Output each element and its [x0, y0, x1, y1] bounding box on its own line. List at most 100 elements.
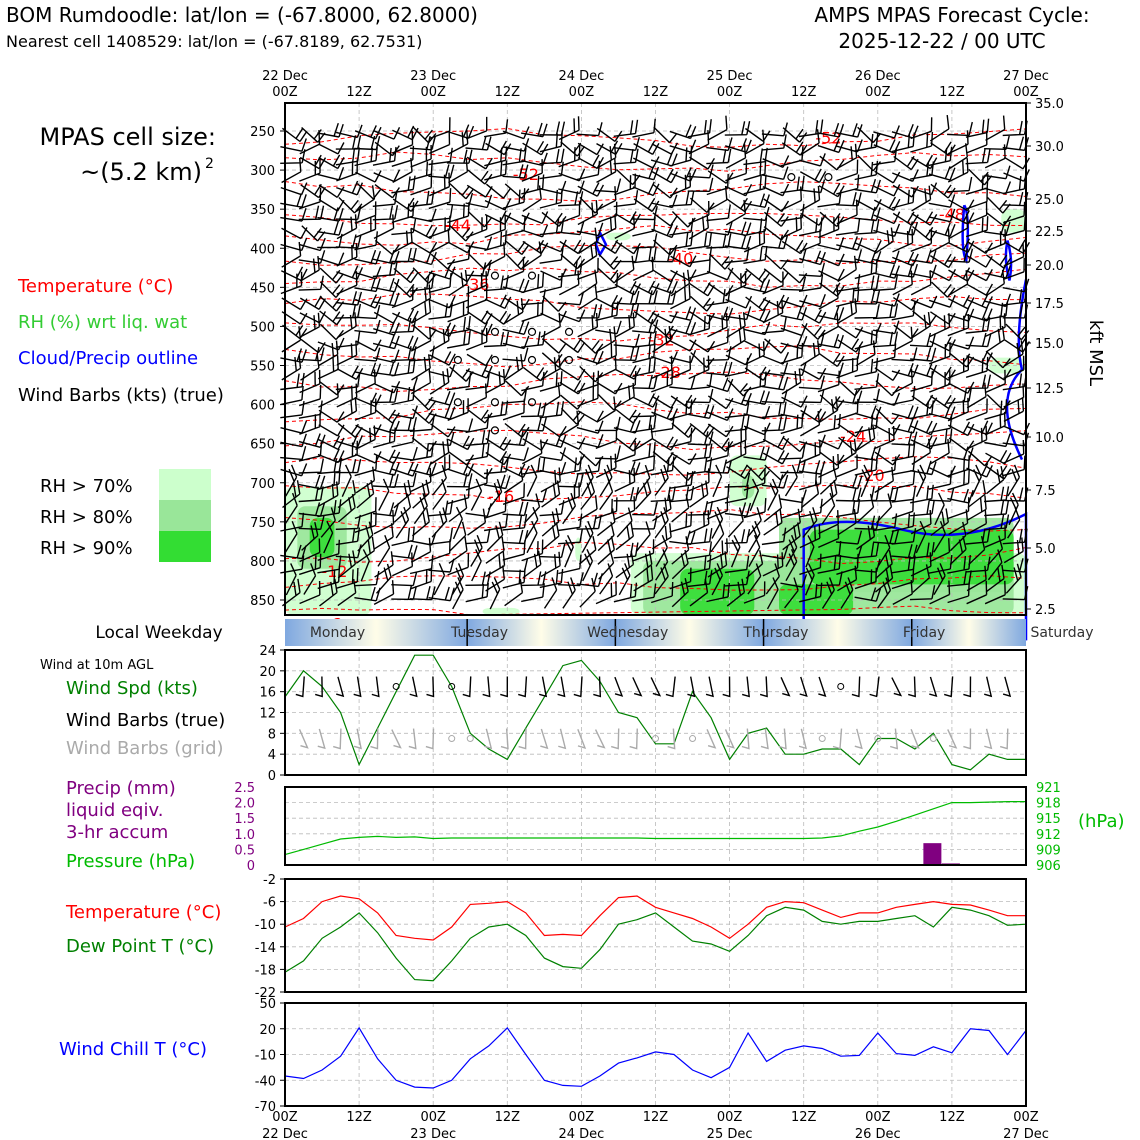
wind-barb [706, 408, 734, 422]
wind-barb [1003, 383, 1025, 408]
wind-barb [782, 127, 808, 143]
wind-barb [799, 294, 826, 308]
wind-barb [372, 334, 400, 350]
wind-barb-true [353, 676, 362, 698]
wind-barb-grid-calm [689, 735, 697, 743]
rh-region [482, 607, 520, 615]
bottom-time-label: 00Z [865, 1110, 891, 1125]
wind-barb [576, 160, 601, 181]
wind-barb-grid [425, 728, 435, 750]
wind-barb [502, 513, 528, 531]
wind-barb [948, 214, 969, 240]
wind-barb [411, 354, 431, 381]
wind-barb [613, 346, 640, 361]
wind-barb [431, 464, 447, 496]
wind-barb [354, 455, 378, 477]
wind-barb [354, 231, 378, 251]
wind-barb [483, 331, 510, 348]
wind-barb [521, 371, 545, 392]
wind-barb [410, 250, 437, 266]
legend-precip: Precip (mm) [66, 778, 176, 799]
wind-barb [341, 464, 352, 497]
wind-barb [596, 186, 617, 212]
wind-barb [854, 567, 877, 590]
wind-barb [298, 250, 326, 264]
bottom-date-label: 26 Dec [855, 1127, 901, 1140]
wind-barb [966, 495, 987, 521]
wind-barb [410, 284, 432, 310]
wind-barb [711, 506, 724, 539]
wind-barb [522, 241, 542, 269]
wind-barb-true [759, 676, 768, 698]
wind-barb [762, 271, 784, 295]
weekday-bar: Monday Tuesday Wednesday Thursday Friday Satu… [285, 619, 1094, 646]
wind-barb [780, 306, 808, 321]
wind-barb [724, 401, 750, 419]
wind-barb [428, 215, 451, 238]
wind-barb [1002, 201, 1026, 224]
legend-rh: RH (%) wrt liq. wat [18, 312, 187, 333]
pressure-tick-label: 450 [250, 281, 275, 296]
wind-barb [985, 325, 1005, 353]
wind-barb [301, 521, 319, 551]
weekday-segment [615, 619, 764, 646]
wind-barb [595, 178, 622, 193]
wind-barb [651, 351, 678, 365]
wind-barb [504, 578, 524, 607]
wind-barb [562, 492, 577, 525]
wind-barb [948, 509, 969, 536]
wind-barb [688, 130, 710, 155]
wind-barb-true [799, 676, 808, 698]
wind-barb [892, 369, 913, 394]
wind-barb [614, 365, 642, 380]
wind-barb [282, 324, 308, 340]
wind-barb [688, 510, 710, 535]
wind-barb [669, 355, 691, 380]
wind-barb [299, 311, 327, 324]
wind-barb [651, 168, 679, 184]
wind-barb [446, 372, 472, 391]
wind-barb [632, 256, 654, 282]
wind-barb [614, 496, 636, 521]
wind-barb [669, 427, 693, 448]
wind-barb [317, 233, 343, 249]
wind-barb [502, 483, 525, 505]
wind-barb [522, 140, 549, 156]
isotherm [284, 224, 1027, 247]
wind-barb [725, 295, 753, 309]
wind-barb [372, 291, 400, 307]
wind-barb [836, 159, 859, 182]
wind-barb [317, 470, 341, 491]
wind-barb [744, 129, 765, 155]
wind-barb-grid [724, 729, 735, 749]
wind-barb [707, 185, 728, 212]
wind-barb [706, 441, 730, 462]
wind-barb [706, 483, 730, 505]
height-tick-label: 7.5 [1035, 484, 1056, 499]
wind-barb [948, 437, 975, 452]
wind-barb [761, 122, 788, 137]
wind-barb [559, 338, 586, 354]
cell-size-exponent: 2 [205, 156, 214, 172]
wind-barb [762, 183, 790, 197]
wind-barb [522, 550, 542, 579]
wind-barb [374, 239, 400, 256]
weekday-label: Friday [903, 625, 945, 641]
wind-barb [354, 249, 382, 265]
height-tick-label: 22.5 [1035, 225, 1064, 240]
wind-barb [432, 478, 447, 510]
wind-barb [393, 281, 419, 298]
wind-barb [687, 527, 713, 545]
wind-barb [821, 577, 835, 609]
wind-barb [910, 420, 938, 436]
xsec-content: -52-52-48-44-40-36-32-28-24-20-16-12-8-8… [280, 103, 1031, 649]
wind-barb [559, 410, 580, 437]
wind-barb [412, 126, 437, 144]
wind-barb [987, 535, 1004, 566]
wind-barb [984, 411, 1006, 436]
wind-barb [929, 439, 950, 465]
wind-barb [928, 208, 956, 223]
wind-barb [725, 439, 747, 464]
wind-barb [372, 461, 400, 476]
wind-barb [319, 310, 345, 326]
